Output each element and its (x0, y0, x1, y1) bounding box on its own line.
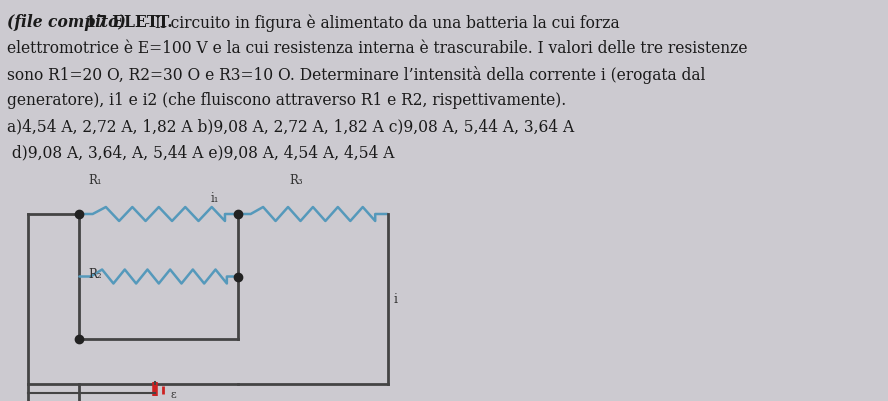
Text: R₂: R₂ (89, 268, 102, 281)
Text: (file compito): (file compito) (7, 14, 126, 31)
Text: ε: ε (170, 389, 176, 399)
Text: i: i (393, 293, 397, 306)
Text: sono R1=20 O, R2=30 O e R3=10 O. Determinare l’intensità della corrente i (eroga: sono R1=20 O, R2=30 O e R3=10 O. Determi… (7, 66, 706, 84)
Text: - Il circuito in figura è alimentato da una batteria la cui forza: - Il circuito in figura è alimentato da … (140, 14, 620, 31)
Text: 17 ELETT.: 17 ELETT. (80, 14, 173, 31)
Text: R₁: R₁ (89, 174, 102, 186)
Text: a)4,54 A, 2,72 A, 1,82 A b)9,08 A, 2,72 A, 1,82 A c)9,08 A, 5,44 A, 3,64 A: a)4,54 A, 2,72 A, 1,82 A b)9,08 A, 2,72 … (7, 118, 575, 135)
Text: d)9,08 A, 3,64, A, 5,44 A e)9,08 A, 4,54 A, 4,54 A: d)9,08 A, 3,64, A, 5,44 A e)9,08 A, 4,54… (7, 144, 395, 160)
Text: generatore), i1 e i2 (che fluiscono attraverso R1 e R2, rispettivamente).: generatore), i1 e i2 (che fluiscono attr… (7, 92, 567, 109)
Text: R₃: R₃ (289, 174, 303, 186)
Text: elettromotrice è E=100 V e la cui resistenza interna è trascurabile. I valori de: elettromotrice è E=100 V e la cui resist… (7, 40, 748, 57)
Text: i₁: i₁ (210, 192, 218, 205)
